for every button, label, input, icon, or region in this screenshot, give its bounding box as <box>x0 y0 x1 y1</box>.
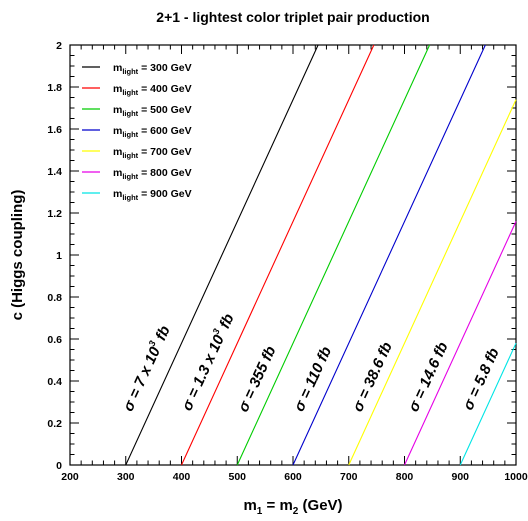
cross-section-label-1: σ = 7 x 103 fb <box>118 322 174 414</box>
x-tick-label: 500 <box>228 471 246 483</box>
x-tick-label: 800 <box>396 471 414 483</box>
series-line-4 <box>292 44 486 466</box>
y-tick-label: 1.6 <box>47 124 62 136</box>
y-axis: 0 0.2 0.4 0.6 0.8 1 1.2 1.4 1.6 1.8 2 <box>47 40 516 472</box>
x-axis: 200 300 400 500 600 700 800 900 1000 <box>61 45 528 483</box>
x-tick-label: 400 <box>173 471 191 483</box>
y-tick-label: 0 <box>56 460 62 472</box>
chart-title: 2+1 - lightest color triplet pair produc… <box>156 9 429 25</box>
y-tick-label: 0.2 <box>47 418 62 430</box>
series-line-2 <box>180 44 375 466</box>
legend-entry-3: mlight = 500 GeV <box>113 104 192 118</box>
series-line-7 <box>459 342 517 466</box>
x-tick-label: 200 <box>61 471 79 483</box>
legend-entry-1: mlight = 300 GeV <box>113 62 192 76</box>
y-axis-title: c (Higgs coupling) <box>9 190 26 321</box>
series-line-1 <box>125 44 319 466</box>
cross-section-label-4: σ = 110 fb <box>291 344 335 414</box>
y-tick-label: 1.8 <box>47 82 62 94</box>
series-lines <box>125 44 517 466</box>
legend-entry-2: mlight = 400 GeV <box>113 83 192 97</box>
legend-entry-4: mlight = 600 GeV <box>113 125 192 139</box>
x-tick-label: 700 <box>340 471 358 483</box>
y-tick-label: 0.8 <box>47 292 62 304</box>
y-tick-label: 0.6 <box>47 334 62 346</box>
series-line-6 <box>403 221 517 466</box>
x-tick-label: 900 <box>451 471 469 483</box>
legend-entry-7: mlight = 900 GeV <box>113 188 192 202</box>
y-tick-label: 1.2 <box>47 208 62 220</box>
series-line-3 <box>236 44 431 466</box>
x-tick-label: 1000 <box>504 471 528 483</box>
cross-section-label-7: σ = 5.8 fb <box>460 345 503 412</box>
y-tick-label: 1.4 <box>47 166 62 178</box>
cross-section-label-3: σ = 355 fb <box>235 344 280 415</box>
cross-section-annotations: σ = 7 x 103 fb σ = 1.3 x 103 fbσ = 355 fb… <box>118 311 503 415</box>
x-axis-title: m1 = m2 (GeV) <box>243 497 342 517</box>
legend-entry-5: mlight = 700 GeV <box>113 146 192 160</box>
y-tick-label: 2 <box>56 40 62 52</box>
legend-entry-6: mlight = 800 GeV <box>113 167 192 181</box>
series-line-5 <box>348 99 517 466</box>
x-tick-label: 300 <box>117 471 135 483</box>
y-tick-label: 1 <box>56 250 62 262</box>
x-tick-label: 600 <box>284 471 302 483</box>
y-tick-label: 0.4 <box>47 376 62 388</box>
legend: mlight = 300 GeV mlight = 400 GeV mlight =… <box>82 62 192 202</box>
